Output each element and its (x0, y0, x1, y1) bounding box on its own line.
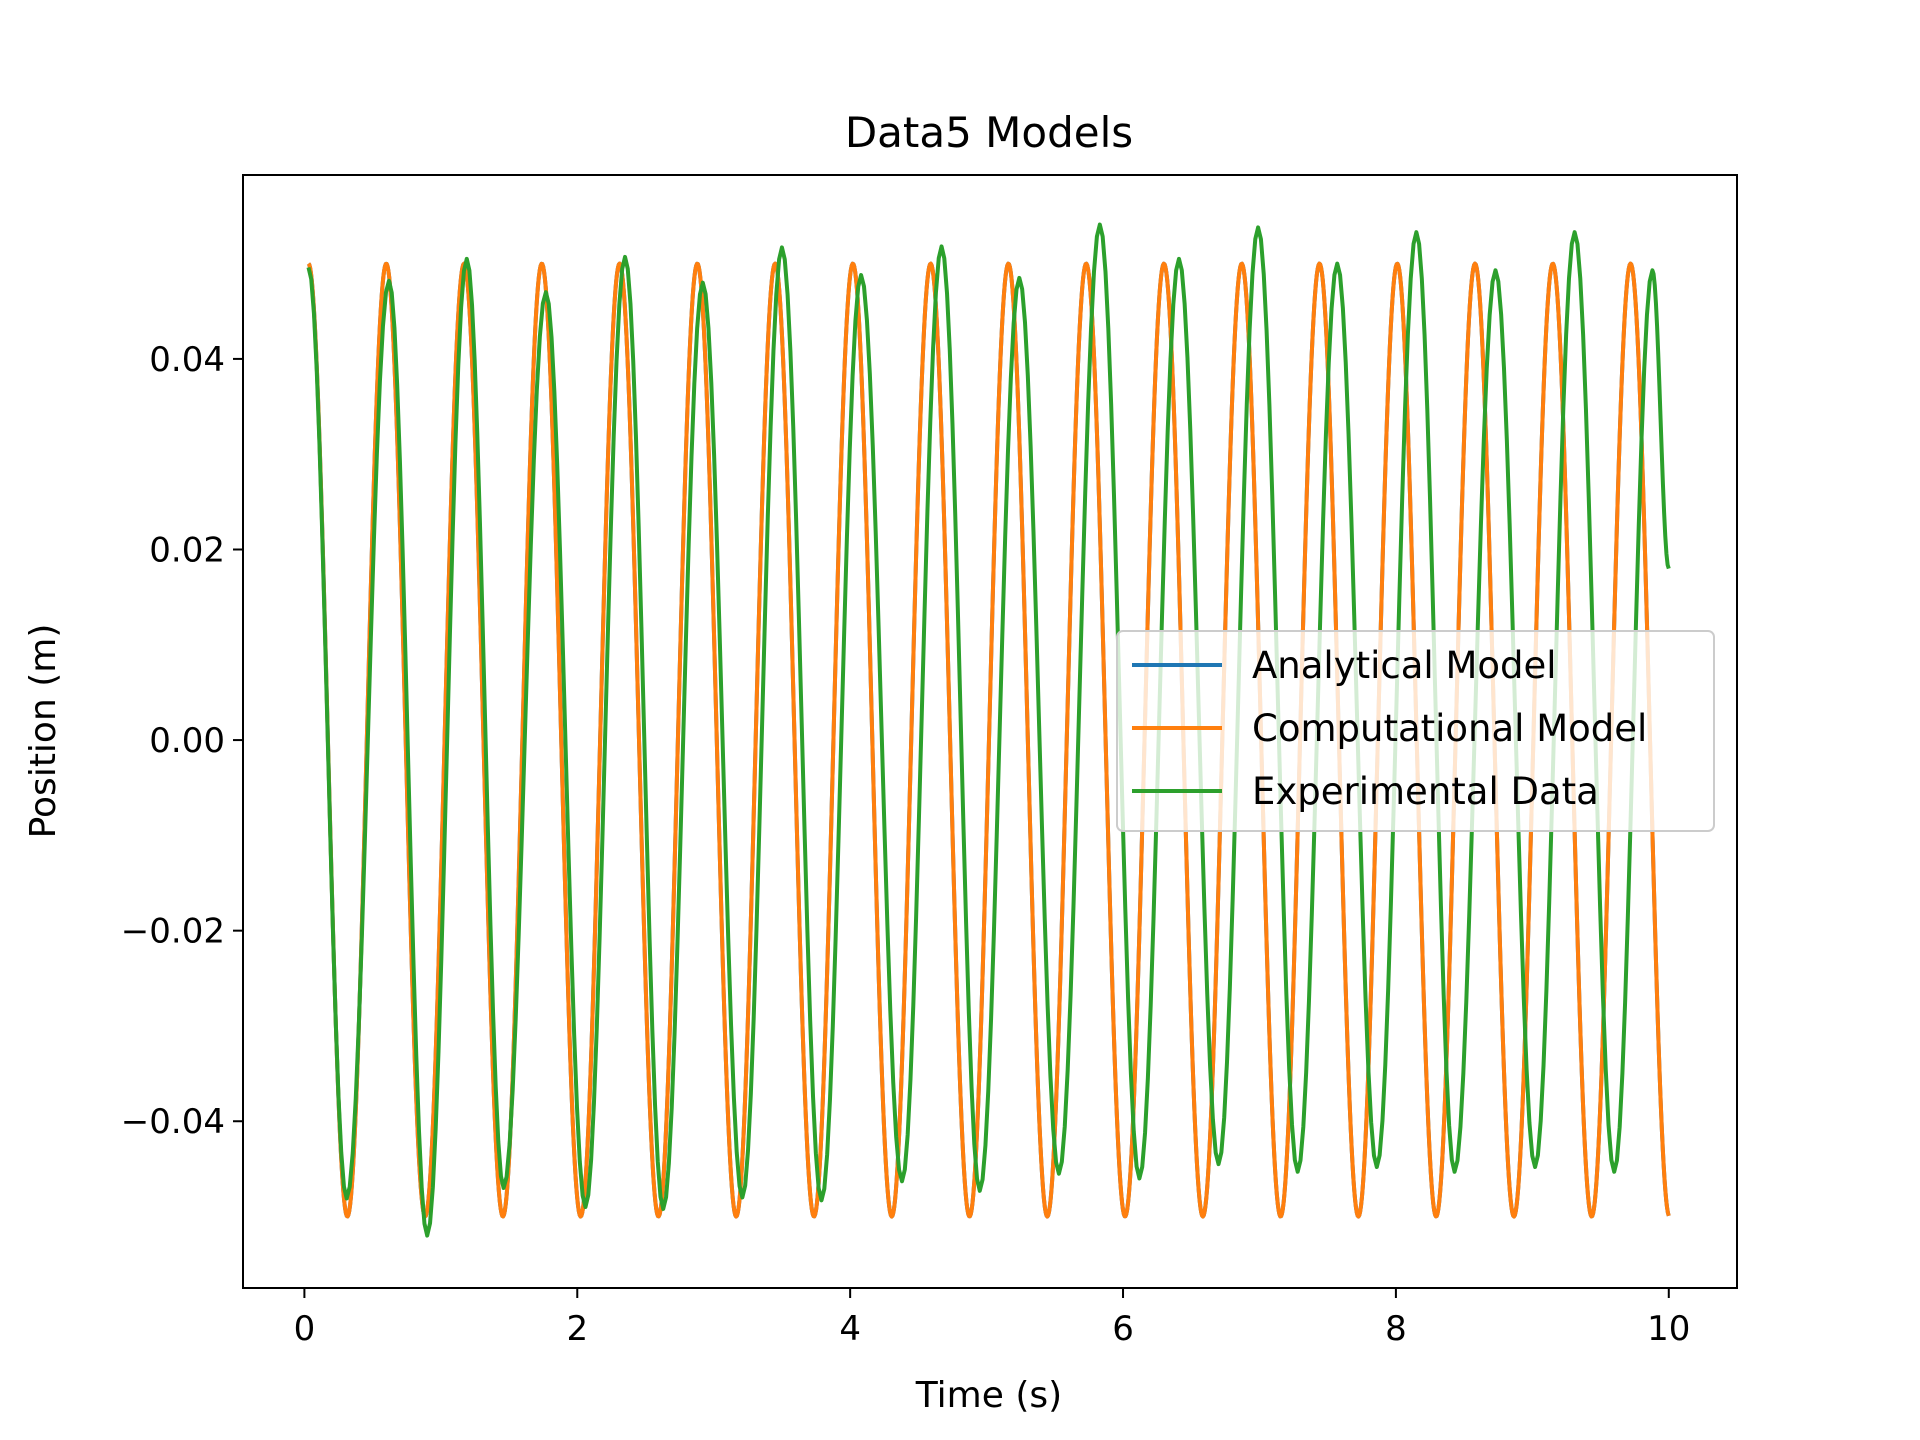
y-tick-label: −0.04 (121, 1102, 225, 1142)
y-tick-label: 0.00 (149, 721, 225, 761)
x-axis: 0 2 4 6 8 10 (294, 1288, 1690, 1349)
plot-frame (242, 174, 1738, 1289)
legend: Analytical Model Computational Model Exp… (1116, 630, 1715, 832)
x-tick-label: 0 (294, 1309, 316, 1349)
series-line-computational (306, 261, 1671, 1219)
legend-label-analytical: Analytical Model (1252, 644, 1557, 687)
series-line-experimental (306, 222, 1671, 1238)
legend-box (1116, 630, 1715, 832)
legend-label-experimental: Experimental Data (1252, 770, 1599, 813)
legend-label-computational: Computational Model (1252, 707, 1647, 750)
y-tick-label: 0.02 (149, 530, 225, 570)
x-tick-label: 2 (566, 1309, 588, 1349)
y-tick-label: 0.04 (149, 340, 225, 380)
y-axis-label: Position (m) (23, 624, 64, 839)
x-axis-label: Time (s) (915, 1375, 1062, 1416)
y-axis: −0.04 −0.02 0.00 0.02 0.04 (121, 340, 243, 1142)
x-tick-label: 6 (1112, 1309, 1134, 1349)
x-tick-label: 8 (1385, 1309, 1407, 1349)
y-tick-label: −0.02 (121, 912, 225, 952)
series-layer (306, 222, 1671, 1238)
x-tick-label: 10 (1647, 1309, 1690, 1349)
chart-title: Data5 Models (845, 108, 1133, 157)
plot-area (242, 174, 1738, 1289)
x-tick-label: 4 (839, 1309, 861, 1349)
